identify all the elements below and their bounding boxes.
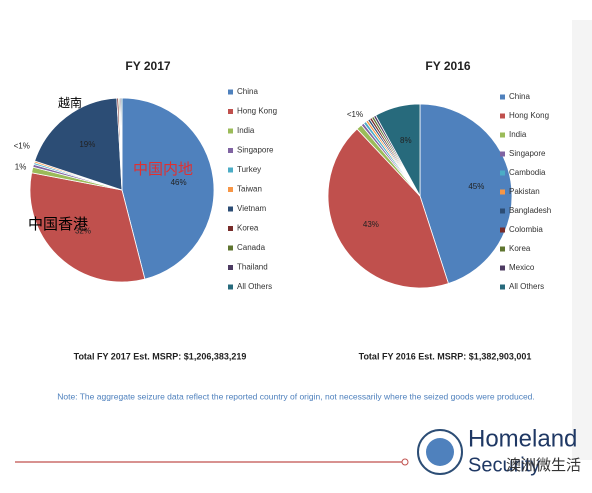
legend-marker — [228, 206, 233, 212]
data-label: 45% — [468, 182, 484, 191]
legend-marker — [500, 208, 505, 214]
watermark: 澳洲微生活 — [506, 457, 581, 474]
legend-entry: Hong Kong — [509, 111, 549, 120]
chart-title: FY 2017 — [125, 59, 170, 73]
legend-entry: Colombia — [509, 225, 543, 234]
side-strip — [572, 20, 592, 460]
legend-marker — [500, 246, 505, 252]
legend-entry: Singapore — [509, 149, 546, 158]
legend-entry: China — [237, 87, 258, 96]
legend-entry: Taiwan — [237, 185, 262, 194]
data-label: <1% — [347, 110, 363, 119]
legend-marker — [500, 227, 505, 233]
legend-entry: Canada — [237, 243, 266, 252]
pie-slice — [375, 103, 421, 197]
legend-marker — [228, 245, 233, 251]
logo-line: Security — [468, 454, 540, 476]
legend-marker — [500, 94, 505, 100]
legend-entry: All Others — [509, 282, 544, 291]
seal-inner — [426, 438, 454, 466]
legend-marker — [228, 109, 233, 114]
chart-title: FY 2016 — [425, 59, 470, 73]
annotation: 越南 — [58, 95, 82, 110]
legend-marker — [228, 148, 233, 153]
legend-entry: Mexico — [509, 263, 535, 272]
pie-slice — [419, 103, 513, 285]
legend-marker — [500, 151, 505, 157]
legend-entry: Singapore — [237, 146, 274, 155]
data-label: 43% — [363, 220, 379, 229]
total: Total FY 2016 Est. MSRP: $1,382,903,001 — [359, 351, 532, 361]
pie-slice — [34, 97, 123, 191]
legend-marker — [228, 128, 233, 134]
legend-entry: Thailand — [237, 263, 268, 272]
pie-slice — [327, 128, 449, 289]
legend-marker — [500, 265, 505, 271]
legend-entry: Hong Kong — [237, 107, 277, 116]
total: Total FY 2017 Est. MSRP: $1,206,383,219 — [74, 351, 247, 361]
legend-entry: Pakistan — [509, 187, 540, 196]
logo-line: Homeland — [468, 425, 577, 452]
legend-entry: India — [509, 130, 527, 139]
legend-entry: All Others — [237, 282, 272, 291]
legend-marker — [228, 284, 233, 290]
legend-marker — [228, 167, 233, 173]
legend-marker — [228, 89, 233, 95]
data-label: 1% — [15, 162, 27, 171]
legend-marker — [228, 265, 233, 270]
legend-marker — [500, 189, 505, 195]
legend-entry: Cambodia — [509, 168, 546, 177]
annotation: 中国香港 — [28, 216, 88, 233]
legend-entry: Vietnam — [237, 204, 267, 213]
legend-entry: Bangladesh — [509, 206, 551, 215]
legend-entry: Korea — [237, 224, 259, 233]
legend-marker — [500, 113, 505, 119]
legend-marker — [228, 226, 233, 231]
data-label: 8% — [400, 136, 412, 145]
data-label: 32% — [75, 227, 91, 236]
pie-slice — [121, 97, 215, 280]
legend-entry: China — [509, 92, 530, 101]
data-label: 19% — [79, 140, 95, 149]
legend-entry: India — [237, 126, 255, 135]
divider-dot — [401, 458, 409, 466]
legend-marker — [500, 284, 505, 290]
pie-slice — [29, 172, 146, 283]
legend-marker — [500, 132, 505, 138]
data-label: 46% — [171, 178, 187, 187]
note: Note: The aggregate seizure data reflect… — [57, 391, 535, 401]
legend-entry: Turkey — [237, 165, 261, 174]
legend-marker — [228, 187, 233, 192]
legend-marker — [500, 170, 505, 176]
pie-slice — [120, 97, 123, 191]
legend-entry: Korea — [509, 244, 531, 253]
annotation: 中国内地 — [133, 161, 193, 178]
data-label: <1% — [14, 142, 30, 151]
